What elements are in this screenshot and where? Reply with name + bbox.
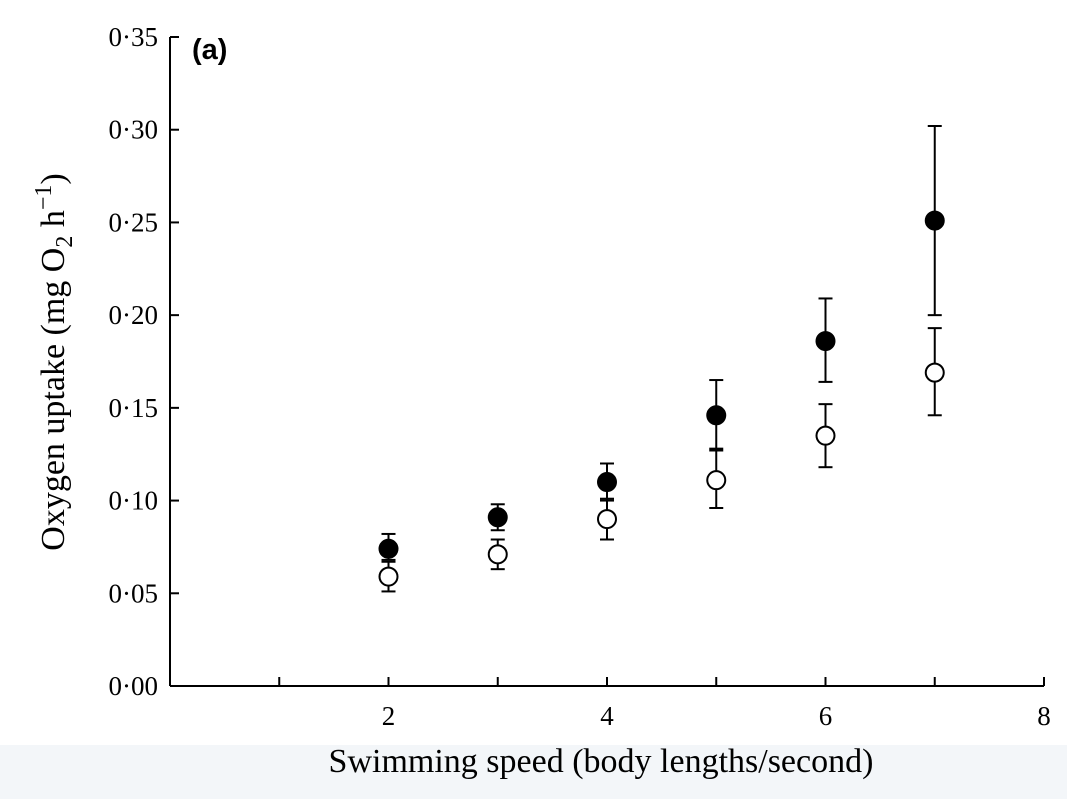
data-point-filled — [597, 472, 617, 493]
data-point-open — [378, 566, 399, 587]
data-point-filled — [924, 210, 945, 231]
x-axis-title: Swimming speed (body lengths/second) — [329, 743, 874, 780]
data-point-open — [815, 425, 836, 446]
footer-band — [0, 745, 1067, 799]
y-ticks: 0·00 0·05 0·10 0·15 0·20 0·25 0·30 0·35 — [109, 22, 179, 701]
y-tick-label: 0·25 — [109, 207, 159, 237]
data-point-open — [597, 509, 617, 530]
data-point-filled — [378, 538, 399, 559]
y-tick-label: 0·30 — [109, 115, 159, 145]
axes — [169, 37, 1044, 687]
y-tick-label: 0·35 — [109, 22, 159, 52]
y-axis-title-prefix: Oxygen uptake (mg O — [35, 248, 72, 551]
x-tick-label: 8 — [1037, 701, 1051, 731]
data-point-filled — [487, 507, 508, 528]
y-tick-label: 0·20 — [109, 300, 159, 330]
series-filled-circle — [378, 125, 945, 561]
y-axis-title-superscript: −1 — [31, 185, 57, 211]
x-tick-label: 4 — [600, 701, 614, 731]
data-point-open — [706, 470, 727, 491]
x-tick-label: 6 — [819, 701, 833, 731]
x-ticks: 2 4 6 8 — [278, 677, 1051, 731]
data-point-filled — [815, 331, 836, 352]
y-axis-title-suffix: ) — [35, 173, 72, 184]
data-point-filled — [706, 405, 727, 426]
y-tick-label: 0·15 — [109, 393, 159, 423]
series-layer — [378, 125, 945, 593]
series-open-circle — [378, 327, 945, 593]
data-point-open — [924, 362, 945, 383]
y-axis-title-subscript: 2 — [52, 236, 78, 248]
panel-label: (a) — [192, 34, 227, 66]
y-tick-label: 0·10 — [109, 486, 159, 516]
data-point-open — [487, 544, 508, 565]
y-axis-title: Oxygen uptake (mg O2 h−1) — [31, 173, 78, 550]
y-tick-label: 0·05 — [109, 578, 159, 608]
x-tick-label: 2 — [382, 701, 396, 731]
y-axis-title-middle: h — [35, 210, 72, 236]
y-tick-label: 0·00 — [109, 671, 159, 701]
